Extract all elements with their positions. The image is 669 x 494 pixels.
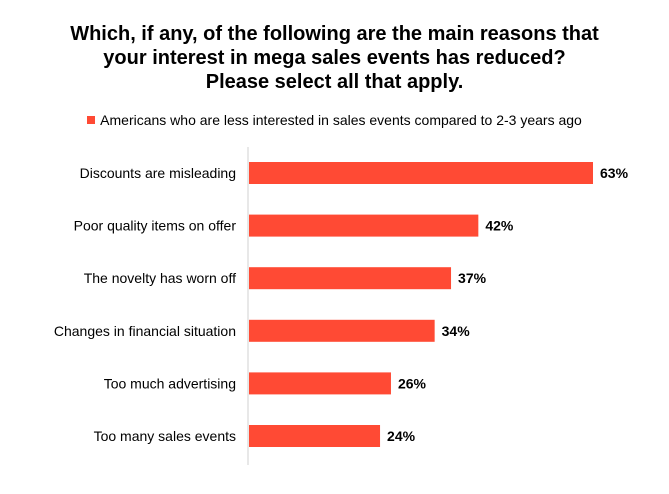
bar <box>249 425 381 447</box>
data-label: 24% <box>387 428 416 444</box>
bar <box>249 267 452 290</box>
data-label: 34% <box>442 323 471 339</box>
category-label: Too many sales events <box>94 428 236 444</box>
data-label: 37% <box>458 270 487 286</box>
category-label: Discounts are misleading <box>80 165 236 181</box>
bar <box>249 214 479 237</box>
category-label: Too much advertising <box>104 375 236 391</box>
legend-swatch <box>87 116 96 124</box>
category-label: The novelty has worn off <box>84 270 236 286</box>
bar <box>249 162 593 184</box>
data-label: 63% <box>600 165 629 181</box>
legend-label: Americans who are less interested in sal… <box>100 112 582 128</box>
chart-title-line: Which, if any, of the following are the … <box>70 23 599 45</box>
chart-title-line: Please select all that apply. <box>205 71 464 93</box>
chart-title-line: your interest in mega sales events has r… <box>103 47 566 69</box>
data-label: 42% <box>485 218 514 234</box>
bar <box>249 319 435 342</box>
chart-title: Which, if any, of the following are the … <box>0 22 669 94</box>
bar <box>249 372 391 395</box>
chart-legend: Americans who are less interested in sal… <box>0 111 669 129</box>
category-label: Poor quality items on offer <box>74 218 237 234</box>
data-label: 26% <box>398 375 427 391</box>
category-label: Changes in financial situation <box>54 323 236 339</box>
